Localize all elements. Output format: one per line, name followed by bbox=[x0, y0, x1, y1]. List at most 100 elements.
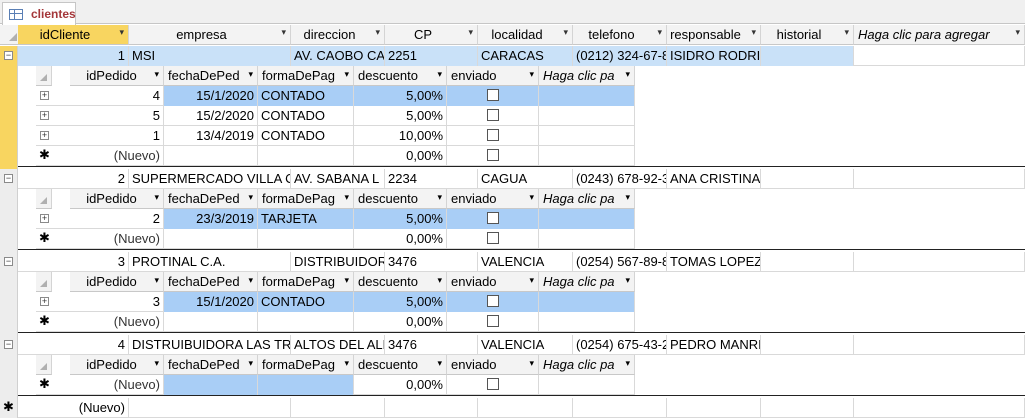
order-forma[interactable]: CONTADO bbox=[258, 292, 354, 312]
new-order-fecha[interactable] bbox=[164, 375, 258, 395]
subcolumn-header-2[interactable]: formaDePag ▾ bbox=[258, 189, 354, 209]
subcolumn-header-5[interactable]: Haga clic pa ▾ bbox=[539, 272, 635, 292]
order-forma[interactable]: CONTADO bbox=[258, 86, 354, 106]
cell-cp[interactable]: 3476 bbox=[385, 335, 478, 355]
chevron-down-icon[interactable]: ▾ bbox=[248, 358, 253, 368]
order-enviado-cell[interactable] bbox=[447, 209, 539, 229]
new-order-forma[interactable] bbox=[258, 375, 354, 395]
cell-responsable[interactable]: TOMAS LOPEZ bbox=[667, 252, 761, 272]
subdatasheet-select-all[interactable] bbox=[36, 189, 52, 209]
order-add-cell[interactable] bbox=[539, 86, 635, 106]
enviado-checkbox[interactable] bbox=[487, 315, 499, 327]
empty-cell[interactable] bbox=[291, 398, 385, 418]
cell-localidad[interactable]: CARACAS bbox=[478, 46, 573, 66]
cell-cp[interactable]: 2251 bbox=[385, 46, 478, 66]
order-forma[interactable]: CONTADO bbox=[258, 126, 354, 146]
empty-cell[interactable] bbox=[129, 398, 291, 418]
document-tab-clientes[interactable]: clientes bbox=[2, 2, 76, 25]
column-header-1[interactable]: empresa ▾ bbox=[129, 25, 291, 45]
new-order-id[interactable]: (Nuevo) bbox=[70, 312, 164, 332]
enviado-checkbox[interactable] bbox=[487, 232, 499, 244]
order-fecha[interactable]: 13/4/2019 bbox=[164, 126, 258, 146]
chevron-down-icon[interactable]: ▾ bbox=[437, 69, 442, 79]
enviado-checkbox[interactable] bbox=[487, 378, 499, 390]
chevron-down-icon[interactable]: ▾ bbox=[248, 192, 253, 202]
empty-cell[interactable] bbox=[478, 398, 573, 418]
new-order-forma[interactable] bbox=[258, 312, 354, 332]
chevron-down-icon[interactable]: ▾ bbox=[344, 358, 349, 368]
chevron-down-icon[interactable]: ▾ bbox=[248, 69, 253, 79]
new-order-id[interactable]: (Nuevo) bbox=[70, 375, 164, 395]
cell-id[interactable]: 3 bbox=[18, 252, 129, 272]
cell-historial[interactable] bbox=[761, 252, 854, 272]
order-descuento[interactable]: 5,00% bbox=[354, 106, 447, 126]
empty-cell[interactable] bbox=[854, 169, 1025, 189]
subcolumn-header-4[interactable]: enviado ▾ bbox=[447, 66, 539, 86]
chevron-down-icon[interactable]: ▾ bbox=[154, 69, 159, 79]
subcolumn-header-1[interactable]: fechaDePed ▾ bbox=[164, 66, 258, 86]
cell-id[interactable]: 1 bbox=[18, 46, 129, 66]
subcolumn-header-5[interactable]: Haga clic pa ▾ bbox=[539, 189, 635, 209]
order-descuento[interactable]: 5,00% bbox=[354, 86, 447, 106]
order-enviado-cell[interactable] bbox=[447, 106, 539, 126]
cell-localidad[interactable]: VALENCIA bbox=[478, 252, 573, 272]
cell-telefono[interactable]: (0254) 567-89-8 bbox=[573, 252, 667, 272]
order-fecha[interactable]: 15/1/2020 bbox=[164, 86, 258, 106]
empty-cell[interactable] bbox=[854, 398, 1025, 418]
chevron-down-icon[interactable]: ▾ bbox=[625, 69, 630, 79]
record-selector[interactable] bbox=[0, 169, 18, 252]
chevron-down-icon[interactable]: ▾ bbox=[344, 192, 349, 202]
chevron-down-icon[interactable]: ▾ bbox=[529, 358, 534, 368]
cell-cp[interactable]: 2234 bbox=[385, 169, 478, 189]
cell-empresa[interactable]: PROTINAL C.A. bbox=[129, 252, 291, 272]
chevron-down-icon[interactable]: ▾ bbox=[281, 27, 286, 37]
subcolumn-header-3[interactable]: descuento ▾ bbox=[354, 189, 447, 209]
order-id[interactable]: 5 bbox=[70, 106, 164, 126]
new-order-fecha[interactable] bbox=[164, 146, 258, 166]
empty-cell[interactable] bbox=[667, 398, 761, 418]
cell-telefono[interactable]: (0243) 678-92-3 bbox=[573, 169, 667, 189]
chevron-down-icon[interactable]: ▾ bbox=[625, 275, 630, 285]
cell-cp[interactable]: 3476 bbox=[385, 252, 478, 272]
subcolumn-header-2[interactable]: formaDePag ▾ bbox=[258, 66, 354, 86]
chevron-down-icon[interactable]: ▾ bbox=[563, 27, 568, 37]
new-order-id[interactable]: (Nuevo) bbox=[70, 146, 164, 166]
cell-id[interactable]: 4 bbox=[18, 335, 129, 355]
enviado-checkbox[interactable] bbox=[487, 129, 499, 141]
column-header-6[interactable]: responsable ▾ bbox=[667, 25, 761, 45]
chevron-down-icon[interactable]: ▾ bbox=[1015, 27, 1020, 37]
enviado-checkbox[interactable] bbox=[487, 295, 499, 307]
cell-historial[interactable] bbox=[761, 335, 854, 355]
subcolumn-header-1[interactable]: fechaDePed ▾ bbox=[164, 272, 258, 292]
enviado-checkbox[interactable] bbox=[487, 212, 499, 224]
cell-telefono[interactable]: (0254) 675-43-2 bbox=[573, 335, 667, 355]
new-order-fecha[interactable] bbox=[164, 312, 258, 332]
cell-responsable[interactable]: ISIDRO RODRIC bbox=[667, 46, 761, 66]
cell-direccion[interactable]: AV. CAOBO CA bbox=[291, 46, 385, 66]
empty-cell[interactable] bbox=[761, 398, 854, 418]
subcolumn-header-1[interactable]: fechaDePed ▾ bbox=[164, 355, 258, 375]
subcolumn-header-3[interactable]: descuento ▾ bbox=[354, 66, 447, 86]
order-id[interactable]: 2 bbox=[70, 209, 164, 229]
order-add-cell[interactable] bbox=[539, 106, 635, 126]
column-header-4[interactable]: localidad ▾ bbox=[478, 25, 573, 45]
order-id[interactable]: 4 bbox=[70, 86, 164, 106]
expand-icon[interactable]: + bbox=[40, 90, 49, 100]
order-descuento[interactable]: 5,00% bbox=[354, 292, 447, 312]
record-selector[interactable] bbox=[0, 398, 18, 418]
empty-cell[interactable] bbox=[573, 398, 667, 418]
record-selector[interactable] bbox=[0, 46, 18, 169]
record-selector[interactable] bbox=[0, 252, 18, 335]
chevron-down-icon[interactable]: ▾ bbox=[529, 192, 534, 202]
collapse-icon[interactable]: − bbox=[4, 173, 13, 183]
chevron-down-icon[interactable]: ▾ bbox=[437, 275, 442, 285]
new-order-fecha[interactable] bbox=[164, 229, 258, 249]
chevron-down-icon[interactable]: ▾ bbox=[344, 69, 349, 79]
order-add-cell[interactable] bbox=[539, 292, 635, 312]
chevron-down-icon[interactable]: ▾ bbox=[119, 27, 124, 37]
new-order-descuento[interactable]: 0,00% bbox=[354, 375, 447, 395]
expand-icon[interactable]: + bbox=[40, 130, 49, 140]
collapse-icon[interactable]: − bbox=[4, 256, 13, 266]
column-header-3[interactable]: CP ▾ bbox=[385, 25, 478, 45]
new-order-enviado[interactable] bbox=[447, 146, 539, 166]
